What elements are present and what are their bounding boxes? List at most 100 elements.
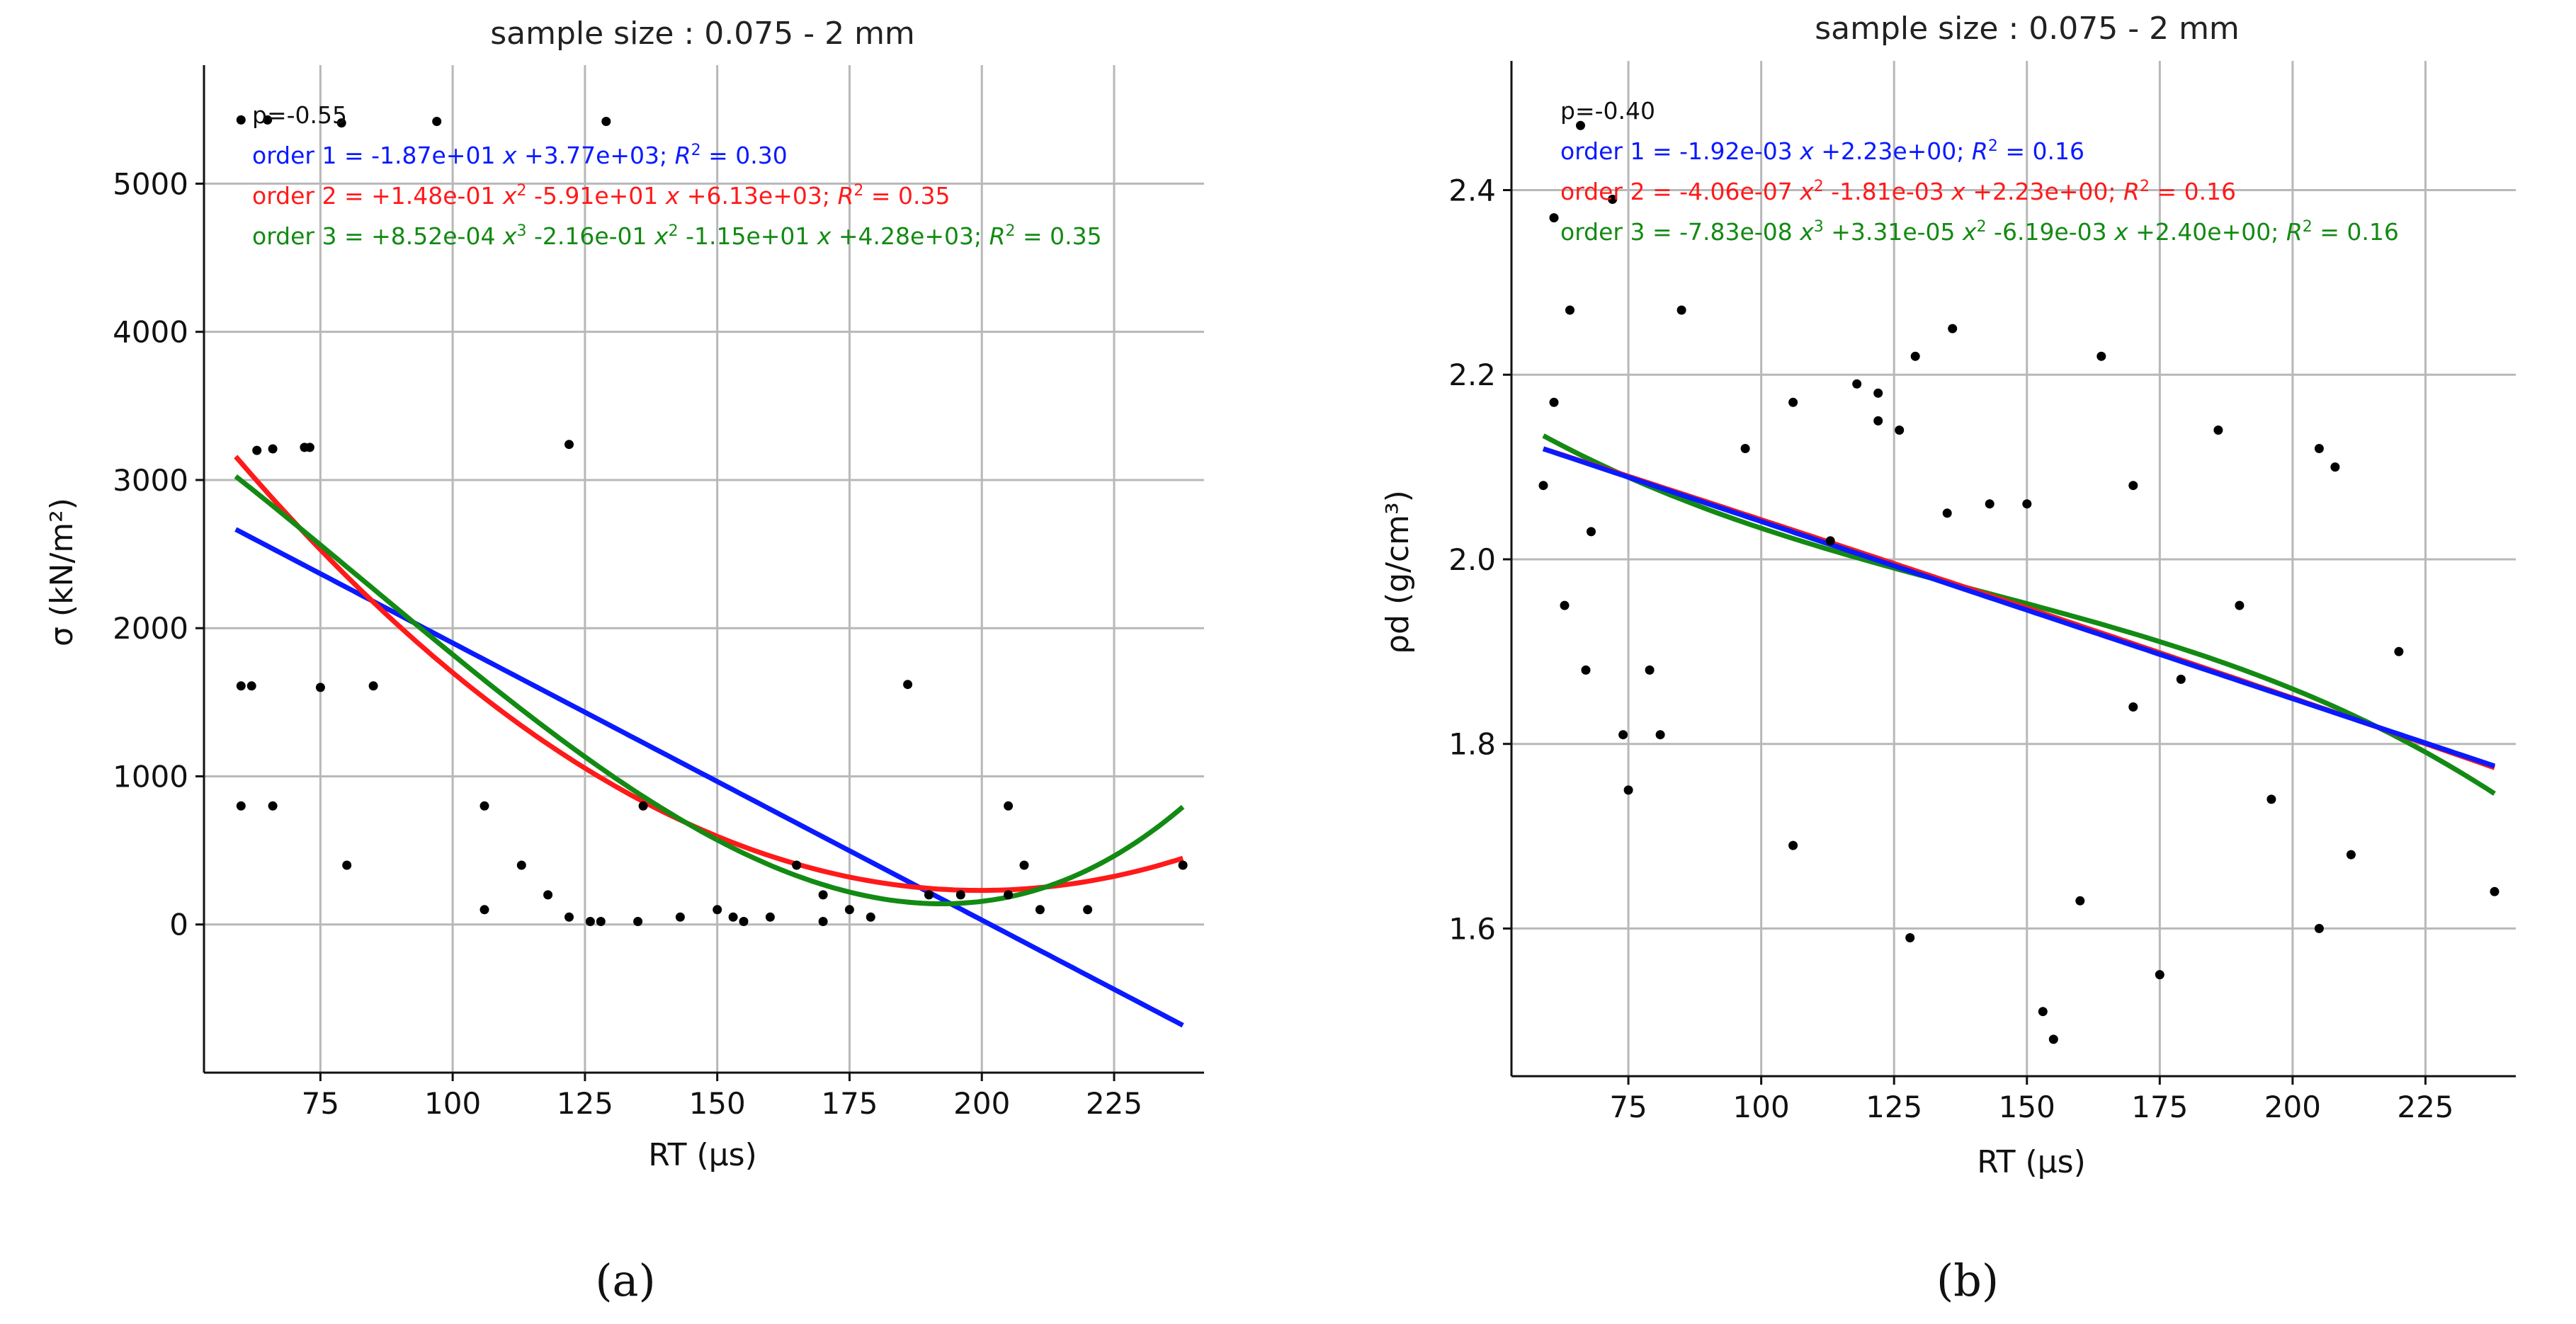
data-point xyxy=(1587,527,1596,537)
data-point xyxy=(2314,444,2324,453)
x-tick-label: 225 xyxy=(1086,1086,1142,1121)
data-point xyxy=(543,890,553,900)
data-point xyxy=(903,680,913,690)
data-point xyxy=(1004,890,1014,900)
y-tick-label: 3000 xyxy=(113,463,188,498)
y-tick-label: 4000 xyxy=(113,315,188,350)
fit-label-order-2: order 2 = -4.06e-07 x2 -1.81e-03 x +2.23… xyxy=(1560,178,2236,206)
x-tick-label: 150 xyxy=(1999,1090,2055,1124)
data-point xyxy=(1788,840,1798,850)
x-axis-label: RT (µs) xyxy=(1977,1144,2085,1180)
data-point xyxy=(1948,324,1958,333)
gridlines xyxy=(1511,61,2516,1076)
chart-title: sample size : 0.075 - 2 mm xyxy=(1815,11,2240,47)
data-point xyxy=(236,115,246,125)
scatter-points xyxy=(1538,120,2500,1044)
fit-curve-order-2 xyxy=(234,455,1184,894)
fit-curve-order-1 xyxy=(234,527,1184,1028)
data-point xyxy=(1549,397,1559,407)
data-point xyxy=(368,681,378,691)
data-point xyxy=(601,117,611,126)
data-point xyxy=(792,860,802,870)
axes-spines xyxy=(1510,61,2516,1078)
data-point xyxy=(1852,379,1862,389)
data-point xyxy=(268,444,278,454)
scatter-points xyxy=(236,115,1188,926)
fit-label-order-2: order 2 = +1.48e-01 x2 -5.91e+01 x +6.13… xyxy=(252,182,951,210)
x-axis-label: RT (µs) xyxy=(648,1137,756,1173)
data-point xyxy=(1560,600,1570,610)
data-point xyxy=(432,117,442,126)
data-point xyxy=(2235,600,2245,610)
fit-curves xyxy=(1542,433,2496,796)
x-tick-label: 225 xyxy=(2397,1090,2453,1124)
data-point xyxy=(263,115,273,125)
data-point xyxy=(1576,120,1585,130)
data-point xyxy=(955,890,965,900)
data-point xyxy=(713,905,722,915)
data-point xyxy=(1905,933,1915,942)
data-point xyxy=(1623,785,1633,795)
data-point xyxy=(1549,213,1559,223)
correlation-label: p=-0.55 xyxy=(252,101,347,129)
data-point xyxy=(1873,416,1883,426)
data-point xyxy=(336,118,346,128)
data-point xyxy=(305,443,314,452)
fit-label-order-1: order 1 = -1.87e+01 x +3.77e+03; R2 = 0.… xyxy=(252,142,788,170)
data-point xyxy=(1740,444,1750,453)
data-point xyxy=(1942,508,1952,518)
data-point xyxy=(1618,730,1628,740)
data-point xyxy=(818,890,828,900)
x-tick-label: 100 xyxy=(424,1086,481,1121)
y-tick-label: 2.4 xyxy=(1448,173,1496,208)
data-point xyxy=(1083,905,1093,915)
y-axis-label: σ (kN/m²) xyxy=(44,498,80,646)
chart-panel-b: sample size : 0.075 - 2 mm 75 100 125 150 17… xyxy=(1380,11,2516,1306)
data-point xyxy=(1895,426,1905,435)
x-tick-label: 125 xyxy=(557,1086,613,1121)
data-point xyxy=(638,801,648,811)
data-point xyxy=(1985,499,1995,509)
data-point xyxy=(844,905,854,915)
y-tick-label: 5000 xyxy=(113,166,188,201)
data-point xyxy=(2128,481,2138,491)
data-point xyxy=(2038,1007,2048,1017)
data-point xyxy=(236,801,246,811)
data-point xyxy=(342,860,352,870)
data-point xyxy=(1538,481,1548,491)
data-point xyxy=(564,912,574,922)
y-tick-label: 2.2 xyxy=(1448,358,1496,392)
correlation-label: p=-0.40 xyxy=(1560,97,1655,125)
data-point xyxy=(2176,674,2186,684)
data-point xyxy=(1645,665,1655,675)
data-point xyxy=(1873,388,1883,398)
data-point xyxy=(739,917,749,926)
data-point xyxy=(516,860,526,870)
data-point xyxy=(924,890,934,900)
x-tick-label: 75 xyxy=(1609,1090,1647,1124)
data-point xyxy=(765,912,775,922)
data-point xyxy=(2022,499,2032,509)
data-point xyxy=(1825,536,1835,546)
data-point xyxy=(1178,860,1188,870)
data-point xyxy=(1565,305,1574,315)
y-ticks: 0 1000 2000 3000 4000 5000 xyxy=(113,166,204,942)
data-point xyxy=(2075,896,2085,906)
x-tick-label: 175 xyxy=(821,1086,878,1121)
data-point xyxy=(2266,794,2276,804)
data-point xyxy=(1788,397,1798,407)
y-tick-label: 2000 xyxy=(113,611,188,646)
chart-panel-a: sample size : 0.075 - 2 mm 75 100 125 150 17… xyxy=(44,16,1204,1306)
data-point xyxy=(1004,801,1014,811)
data-point xyxy=(315,683,325,692)
chart-title: sample size : 0.075 - 2 mm xyxy=(490,16,915,52)
x-tick-label: 100 xyxy=(1733,1090,1790,1124)
data-point xyxy=(2330,462,2340,472)
x-tick-label: 200 xyxy=(2264,1090,2321,1124)
y-axis-label: ρd (g/cm³) xyxy=(1380,490,1416,654)
data-point xyxy=(818,917,828,926)
data-point xyxy=(246,681,256,691)
data-point xyxy=(866,912,875,922)
x-ticks: 75 100 125 150 175 200 225 xyxy=(302,1073,1142,1121)
